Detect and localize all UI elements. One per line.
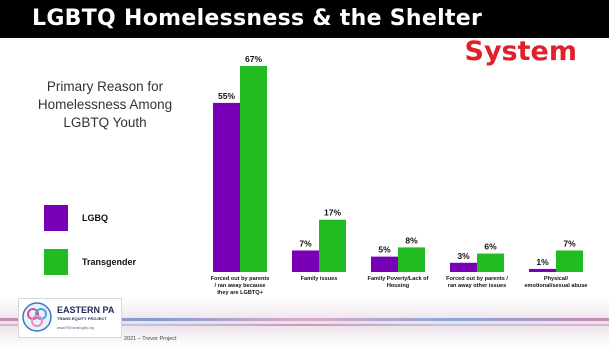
data-label-lgbq-1: 7% <box>299 238 312 248</box>
bar-transgender-1 <box>319 219 346 272</box>
bar-lgbq-1 <box>292 250 319 272</box>
bar-lgbq-4 <box>529 268 556 272</box>
data-label-lgbq-3: 3% <box>457 251 470 261</box>
legend-label-lgbq: LGBQ <box>82 213 108 223</box>
bar-lgbq-3 <box>450 262 477 272</box>
header-bar: LGBTQ Homelessness & the Shelter <box>0 0 609 38</box>
footer-stripe-thin <box>0 324 609 326</box>
data-label-transgender-4: 7% <box>563 238 576 248</box>
bar-transgender-3 <box>477 253 504 272</box>
bar-lgbq-0 <box>213 102 240 272</box>
data-label-transgender-2: 8% <box>405 235 418 245</box>
legend-item-lgbq: LGBQ <box>44 205 108 231</box>
logo-emblem-icon <box>22 302 52 332</box>
category-label-0: / ran away because <box>215 283 266 289</box>
logo-url: www.PATransEquity.org <box>57 326 94 330</box>
slide-title-accent: System <box>464 36 577 67</box>
category-label-0: they are LGBTQ+ <box>217 290 264 296</box>
data-label-lgbq-0: 55% <box>218 91 235 101</box>
bar-chart: 55% 67% Forced out by parents/ ran away be… <box>211 54 588 296</box>
bar-transgender-2 <box>398 247 425 272</box>
footer-stripe <box>0 318 609 321</box>
legend-item-transgender: Transgender <box>44 249 136 275</box>
organization-logo: EASTERN PA TRANS EQUITY PROJECT www.PATr… <box>18 298 122 338</box>
category-label-2: Family Poverty/Lack of <box>368 276 429 282</box>
data-label-transgender-1: 17% <box>324 208 341 218</box>
data-label-lgbq-4: 1% <box>536 257 549 267</box>
data-label-lgbq-2: 5% <box>378 245 391 255</box>
category-label-4: emotional/sexual abuse <box>524 283 587 289</box>
category-label-3: Forced out by parents / <box>446 276 508 282</box>
source-note: 2021 – Trevor Project <box>124 336 177 342</box>
logo-name: EASTERN PA <box>57 305 115 315</box>
bar-lgbq-2 <box>371 256 398 272</box>
legend-swatch-transgender <box>44 249 68 275</box>
category-label-3: ran away other issues <box>448 283 506 289</box>
logo-subtitle: TRANS EQUITY PROJECT <box>57 316 107 321</box>
category-label-0: Forced out by parents <box>211 276 270 282</box>
bar-transgender-4 <box>556 250 583 272</box>
chart-subtitle: Primary Reason for Homelessness Among LG… <box>37 79 173 130</box>
legend-label-transgender: Transgender <box>82 257 137 267</box>
data-label-transgender-3: 6% <box>484 242 497 252</box>
bar-transgender-0 <box>240 66 267 272</box>
category-label-4: Physical/ <box>544 276 569 282</box>
data-label-transgender-0: 67% <box>245 54 262 64</box>
slide-title: LGBTQ Homelessness & the Shelter <box>32 6 483 31</box>
category-label-2: Housing <box>387 283 410 289</box>
legend-swatch-lgbq <box>44 205 68 231</box>
category-label-1: Family issues <box>301 276 338 282</box>
